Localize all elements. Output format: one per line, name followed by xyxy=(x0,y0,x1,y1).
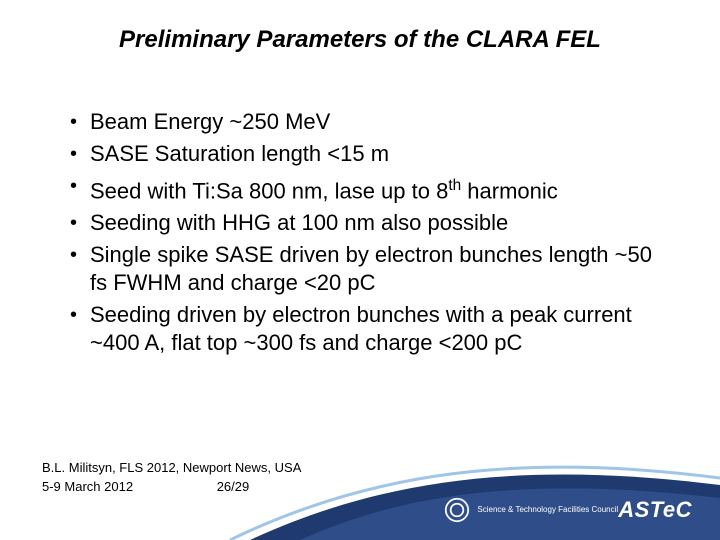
stfc-text: Science & Technology Facilities Council xyxy=(477,505,618,515)
footer-date: 5-9 March 2012 xyxy=(42,479,133,494)
bullet-marker: • xyxy=(70,140,90,168)
bullet-item: •Beam Energy ~250 MeV xyxy=(70,108,670,136)
stfc-line1: Science & Technology Facilities Council xyxy=(477,505,618,515)
footer-line1: B.L. Militsyn, FLS 2012, Newport News, U… xyxy=(42,460,301,475)
bullet-text: Seed with Ti:Sa 800 nm, lase up to 8th h… xyxy=(90,172,558,205)
bullet-text: Seeding with HHG at 100 nm also possible xyxy=(90,209,508,237)
bullet-item: •Seeding with HHG at 100 nm also possibl… xyxy=(70,209,670,237)
branding: Science & Technology Facilities Council … xyxy=(443,496,702,524)
bullet-text: Single spike SASE driven by electron bun… xyxy=(90,241,670,297)
slide: Preliminary Parameters of the CLARA FEL … xyxy=(0,0,720,540)
bullet-marker: • xyxy=(70,108,90,136)
bullet-marker: • xyxy=(70,172,90,200)
stfc-logo-icon xyxy=(443,496,471,524)
bullet-text: SASE Saturation length <15 m xyxy=(90,140,389,168)
bullet-text: Beam Energy ~250 MeV xyxy=(90,108,330,136)
bullet-item: •SASE Saturation length <15 m xyxy=(70,140,670,168)
bullet-marker: • xyxy=(70,241,90,269)
astec-logo: ASTeC xyxy=(618,497,692,523)
bullet-marker: • xyxy=(70,209,90,237)
bullet-marker: • xyxy=(70,301,90,329)
bullet-text: Seeding driven by electron bunches with … xyxy=(90,301,670,357)
stfc-block: Science & Technology Facilities Council xyxy=(443,496,618,524)
footer: B.L. Militsyn, FLS 2012, Newport News, U… xyxy=(42,460,301,494)
slide-title: Preliminary Parameters of the CLARA FEL xyxy=(0,26,720,54)
bullet-list: •Beam Energy ~250 MeV•SASE Saturation le… xyxy=(70,108,670,361)
page-number: 26/29 xyxy=(217,479,250,494)
bullet-item: •Seeding driven by electron bunches with… xyxy=(70,301,670,357)
bullet-item: •Single spike SASE driven by electron bu… xyxy=(70,241,670,297)
footer-line2: 5-9 March 2012 26/29 xyxy=(42,479,301,494)
bullet-item: •Seed with Ti:Sa 800 nm, lase up to 8th … xyxy=(70,172,670,205)
